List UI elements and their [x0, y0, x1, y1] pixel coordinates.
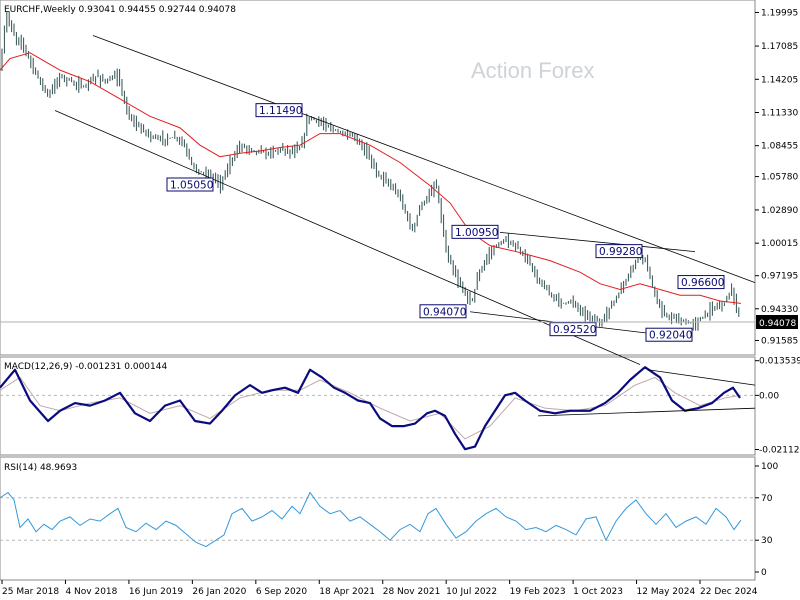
y-tick-label: 0.91585: [761, 336, 798, 346]
macd-y-tick-label: 0.00: [759, 391, 779, 401]
x-tick-label: 16 Jun 2019: [129, 587, 183, 597]
rsi-y-tick-label: 30: [761, 536, 773, 546]
macd-panel: [0, 356, 756, 456]
rsi-panel: [0, 456, 756, 581]
annotation-label: 1.00950: [455, 227, 498, 239]
y-tick-label: 1.08455: [761, 142, 798, 152]
annotation-label: 0.92520: [553, 324, 596, 336]
ohlc-readout: 0.93041 0.94455 0.92744 0.94078: [79, 5, 237, 15]
date-x-axis: 25 Mar 2018 4 Nov 2018 16 Jun 2019 26 Jan 2…: [1, 580, 758, 597]
current-price-box: [756, 315, 798, 329]
x-tick-label: 6 Sep 2020: [256, 587, 308, 597]
y-tick-label: 0.94330: [761, 305, 798, 315]
y-tick-label: 1.00015: [761, 239, 798, 249]
current-price-label: 0.94078: [759, 319, 796, 329]
annotation-label: 0.99280: [599, 246, 642, 258]
x-tick-label: 10 Jul 2022: [446, 587, 497, 597]
annotation-box: [549, 322, 597, 337]
x-tick-label: 28 Nov 2021: [383, 587, 441, 597]
y-tick-label: 1.14205: [761, 75, 798, 85]
rsi-y-tick-label: 0: [761, 568, 767, 578]
price-title: EURCHF,Weekly: [4, 5, 76, 15]
annotation-box: [419, 304, 467, 319]
rsi-y-tick-label: 100: [761, 462, 778, 472]
watermark: Action Forex: [471, 58, 595, 83]
x-tick-label: 26 Jan 2020: [192, 587, 246, 597]
macd-panel-title: MACD(12,26,9) -0.001231 0.000144: [4, 362, 167, 372]
price-panel-title: EURCHF,Weekly 0.93041 0.94455 0.92744 0.…: [4, 5, 236, 15]
annotation-label: 1.11490: [259, 105, 302, 117]
macd-y-tick-label: 0.013539: [759, 357, 800, 367]
macd-signal-line: [0, 376, 741, 440]
x-tick-label: 1 Oct 2023: [573, 587, 623, 597]
y-tick-label: 1.05780: [761, 173, 798, 183]
annotation-label: 0.94070: [423, 306, 466, 318]
moving-average: [0, 52, 742, 304]
price-y-axis: 1.19995 1.17085 1.14205 1.11330 1.08455 1.057…: [755, 8, 798, 346]
macd-trend-line: [647, 369, 756, 386]
moving-average-line: [0, 52, 742, 304]
rsi-panel-title: RSI(14) 48.9693: [4, 463, 77, 473]
macd-trend-line: [537, 407, 756, 417]
rsi-line: [0, 491, 742, 548]
annotation-label: 1.05050: [170, 180, 213, 192]
annotation-label: 0.96600: [681, 277, 724, 289]
macd-y-axis: 0.013539 0.00 -0.021129: [755, 357, 800, 455]
x-tick-label: 12 May 2024: [637, 587, 696, 597]
y-tick-label: 0.97195: [761, 272, 798, 282]
x-tick-label: 25 Mar 2018: [2, 587, 59, 597]
annotation-box: [595, 244, 643, 259]
x-tick-label: 22 Dec 2024: [700, 587, 758, 597]
x-tick-label: 4 Nov 2018: [65, 587, 117, 597]
rsi-y-axis: 100 70 30 0: [755, 462, 778, 578]
y-tick-label: 1.02890: [761, 206, 798, 216]
channel-line: [499, 231, 696, 253]
annotation-label: 0.92040: [649, 330, 692, 342]
price-annotations: 1.11490 1.05050 1.00950 0.99280 0.96600 0.940…: [166, 103, 725, 342]
x-tick-label: 19 Feb 2023: [510, 587, 566, 597]
y-tick-label: 1.11330: [761, 108, 798, 118]
y-tick-label: 1.19995: [761, 8, 798, 18]
price-panel: [0, 0, 756, 356]
y-tick-label: 1.17085: [761, 42, 798, 52]
x-tick-label: 18 Apr 2021: [319, 587, 375, 597]
rsi-lines: [0, 491, 755, 548]
channel-line: [92, 35, 756, 283]
annotation-box: [451, 224, 499, 239]
macd-lines: [0, 366, 756, 451]
annotation-box: [255, 103, 303, 118]
annotation-box: [645, 327, 693, 342]
macd-main-line: [0, 366, 741, 451]
rsi-y-tick-label: 70: [761, 494, 773, 504]
annotation-box: [166, 177, 214, 192]
annotation-box: [677, 275, 725, 290]
macd-y-tick-label: -0.021129: [759, 445, 800, 455]
